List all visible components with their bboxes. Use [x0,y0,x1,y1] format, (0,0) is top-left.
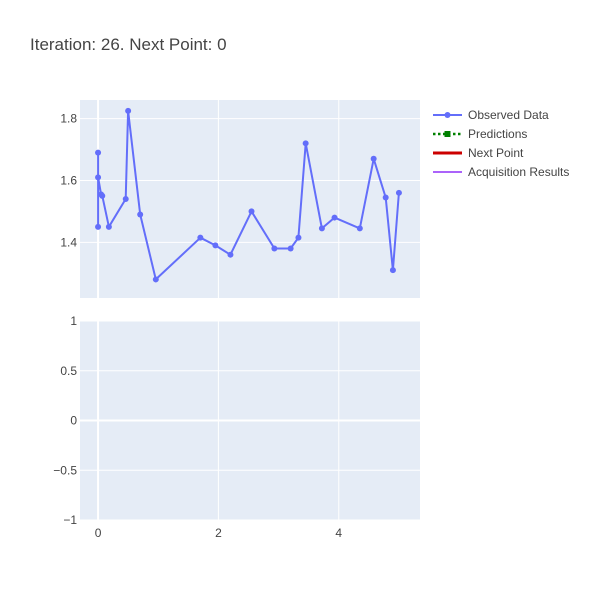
bottom-ytick-label: 1 [70,314,77,328]
chart-title: Iteration: 26. Next Point: 0 [30,35,227,54]
top-data-point [137,211,144,218]
top-data-point [356,225,363,232]
top-data-point [125,107,132,114]
top-data-point [389,267,396,274]
bottom-ytick-label: −0.5 [53,463,77,477]
top-ytick-label: 1.4 [60,235,77,249]
top-data-point [370,155,377,162]
top-data-point [197,234,204,241]
top-ytick-label: 1.6 [60,173,77,187]
top-data-point [287,245,294,252]
top-data-point [122,196,129,202]
bottom-ytick-label: 0 [70,414,77,428]
top-data-point [227,251,234,258]
top-data-point [382,194,389,201]
bottom-xtick-label: 0 [95,526,102,540]
bottom-plot: −1 −0.5 0 0.5 1 0 2 4 [53,314,420,540]
top-data-point [95,174,102,181]
top-data-point [271,245,278,252]
legend: Observed Data Predictions Next Point Acquis… [433,108,569,179]
top-ytick-label: 1.8 [60,112,77,126]
top-data-point [395,189,402,196]
legend-marker-predictions [444,131,451,137]
top-data-point [152,276,159,283]
top-data-point [95,149,102,156]
legend-label-acquisition-results: Acquisition Results [468,165,569,179]
top-plot: 1.4 1.6 1.8 [60,100,420,298]
top-data-point [248,208,255,215]
legend-label-next-point: Next Point [468,146,524,160]
bottom-ytick-label: 0.5 [60,364,77,378]
top-data-point [212,242,219,249]
top-data-point [95,223,102,230]
bottom-xtick-label: 4 [335,526,342,540]
legend-label-predictions: Predictions [468,127,527,141]
bottom-ytick-label: −1 [63,513,77,527]
top-data-point [331,214,338,221]
legend-marker-observed-data [444,112,451,118]
bottom-xtick-label: 2 [215,526,222,540]
top-data-point [302,140,309,147]
top-data-point [105,223,112,230]
top-data-point [318,225,325,232]
legend-label-observed-data: Observed Data [468,108,549,122]
top-plot-background [80,100,420,298]
top-data-point [99,192,106,199]
top-data-point [295,234,302,241]
